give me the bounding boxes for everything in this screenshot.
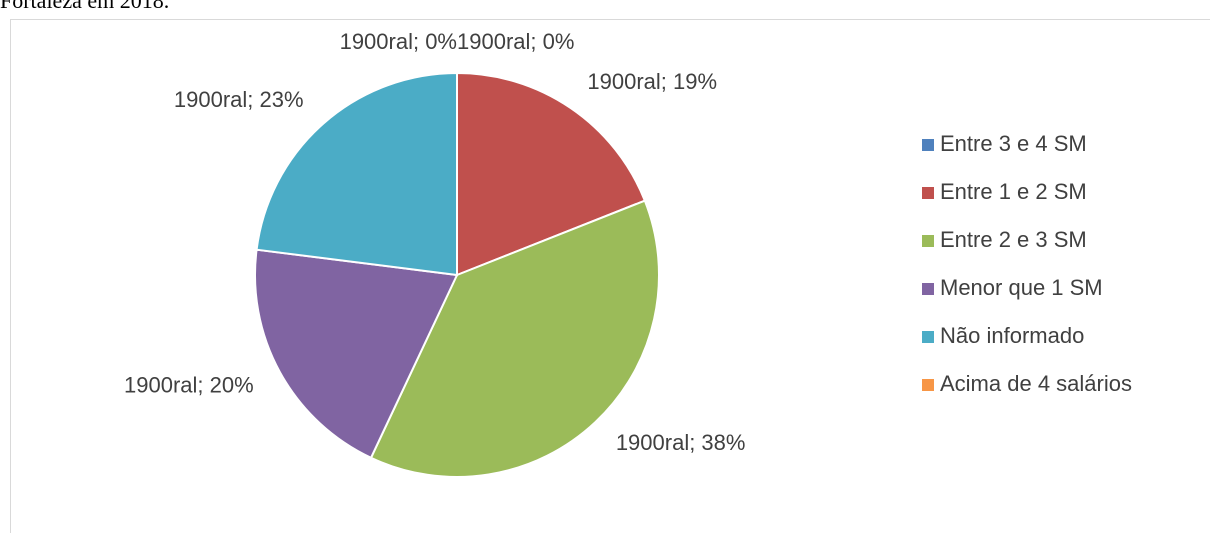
pie-slice: [255, 71, 458, 277]
caption: Fortaleza em 2018.: [0, 0, 169, 13]
data-label: 1900ral; 23%: [174, 87, 304, 112]
data-label: 1900ral; 38%: [616, 430, 746, 455]
data-label: 1900ral; 0%: [340, 29, 457, 54]
legend-label: Não informado: [940, 323, 1084, 348]
legend-swatch: [922, 331, 934, 343]
data-label: 1900ral; 19%: [587, 69, 717, 94]
pie-slice: [254, 248, 459, 460]
legend-label: Acima de 4 salários: [940, 371, 1132, 396]
data-label: 1900ral; 20%: [124, 373, 254, 398]
legend-label: Entre 1 e 2 SM: [940, 179, 1087, 204]
legend-label: Menor que 1 SM: [940, 275, 1103, 300]
legend-label: Entre 2 e 3 SM: [940, 227, 1087, 252]
legend-swatch: [922, 187, 934, 199]
pie-slice: [456, 71, 647, 277]
legend-swatch: [922, 139, 934, 151]
pie-slice: [369, 199, 660, 478]
legend-label: Entre 3 e 4 SM: [940, 131, 1087, 156]
legend-swatch: [922, 235, 934, 247]
legend-swatch: [922, 283, 934, 295]
data-label: 1900ral; 0%: [457, 29, 574, 54]
legend-swatch: [922, 379, 934, 391]
